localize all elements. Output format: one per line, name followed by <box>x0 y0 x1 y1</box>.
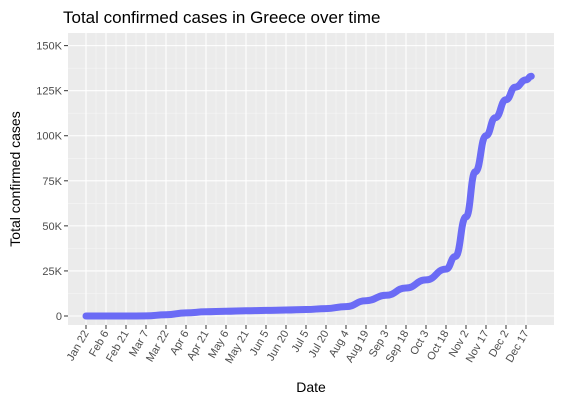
cases-series-line <box>82 72 535 320</box>
series-layer <box>82 72 535 320</box>
minor-gridlines <box>68 33 554 325</box>
y-tick-label: 150K <box>36 41 62 53</box>
y-tick-label: 25K <box>42 266 62 278</box>
y-tick-label: 50K <box>42 221 62 233</box>
x-tick-label: Jul 20 <box>307 329 332 360</box>
y-tick-label: 0 <box>56 311 62 323</box>
y-axis-title: Total confirmed cases <box>7 111 23 246</box>
plot-panel <box>68 33 554 325</box>
y-tick-label: 100K <box>36 131 62 143</box>
x-tick-label: Jan 22 <box>65 329 92 364</box>
chart-title: Total confirmed cases in Greece over tim… <box>63 8 380 27</box>
major-gridlines <box>68 33 554 325</box>
x-axis-title: Date <box>296 379 326 395</box>
y-tick-label: 75K <box>42 176 62 188</box>
y-axis: 0 25K 50K 75K 100K 125K 150K <box>36 41 68 323</box>
y-tick-label: 125K <box>36 86 62 98</box>
